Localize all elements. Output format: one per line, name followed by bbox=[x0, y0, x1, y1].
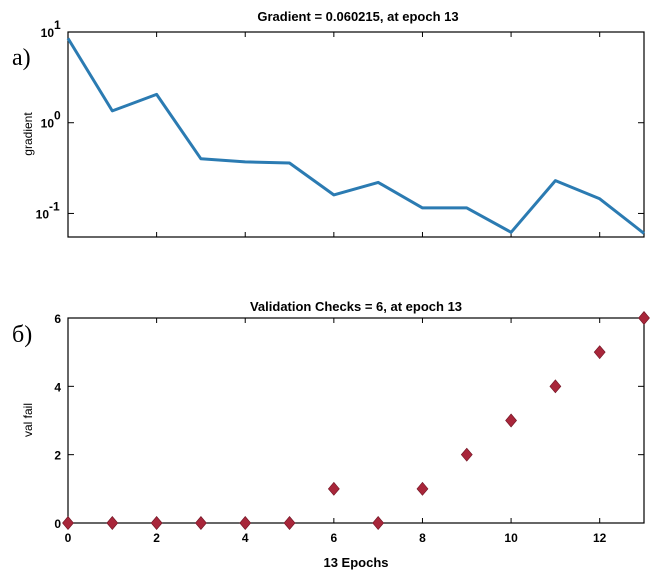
validation-chart: Validation Checks = 6, at epoch 13 б) va… bbox=[12, 299, 650, 570]
gradient-y-axis-label: gradient bbox=[21, 112, 35, 156]
svg-text:10: 10 bbox=[41, 26, 55, 40]
panel-label-b: б) bbox=[12, 322, 32, 348]
validation-x-axis-label: 13 Epochs bbox=[323, 555, 388, 570]
gradient-y-tick-label: 101 bbox=[41, 18, 61, 40]
validation-x-tick-label: 6 bbox=[331, 531, 338, 545]
validation-y-axis-label: val fail bbox=[21, 403, 35, 437]
gradient-plot-area bbox=[68, 32, 644, 237]
validation-chart-title: Validation Checks = 6, at epoch 13 bbox=[250, 299, 462, 314]
validation-y-tick-label: 6 bbox=[54, 312, 61, 326]
svg-text:-1: -1 bbox=[49, 199, 60, 213]
validation-x-tick-label: 0 bbox=[65, 531, 72, 545]
gradient-chart: Gradient = 0.060215, at epoch 13 а) grad… bbox=[12, 9, 644, 237]
validation-x-tick-label: 10 bbox=[504, 531, 518, 545]
gradient-y-tick-label: 100 bbox=[41, 109, 61, 131]
svg-text:10: 10 bbox=[41, 117, 55, 131]
validation-x-tick-label: 12 bbox=[593, 531, 607, 545]
panel-label-a: а) bbox=[12, 45, 31, 71]
gradient-chart-title: Gradient = 0.060215, at epoch 13 bbox=[257, 9, 458, 24]
validation-y-tick-label: 2 bbox=[54, 449, 61, 463]
validation-y-tick-label: 0 bbox=[54, 517, 61, 531]
svg-text:10: 10 bbox=[36, 207, 50, 221]
validation-x-tick-label: 8 bbox=[419, 531, 426, 545]
validation-plot-area bbox=[68, 318, 644, 523]
validation-y-tick-label: 4 bbox=[54, 380, 61, 394]
svg-text:1: 1 bbox=[54, 18, 61, 32]
gradient-y-tick-label: 10-1 bbox=[36, 199, 60, 221]
svg-text:0: 0 bbox=[54, 109, 61, 123]
validation-x-tick-label: 2 bbox=[153, 531, 160, 545]
validation-x-tick-label: 4 bbox=[242, 531, 249, 545]
